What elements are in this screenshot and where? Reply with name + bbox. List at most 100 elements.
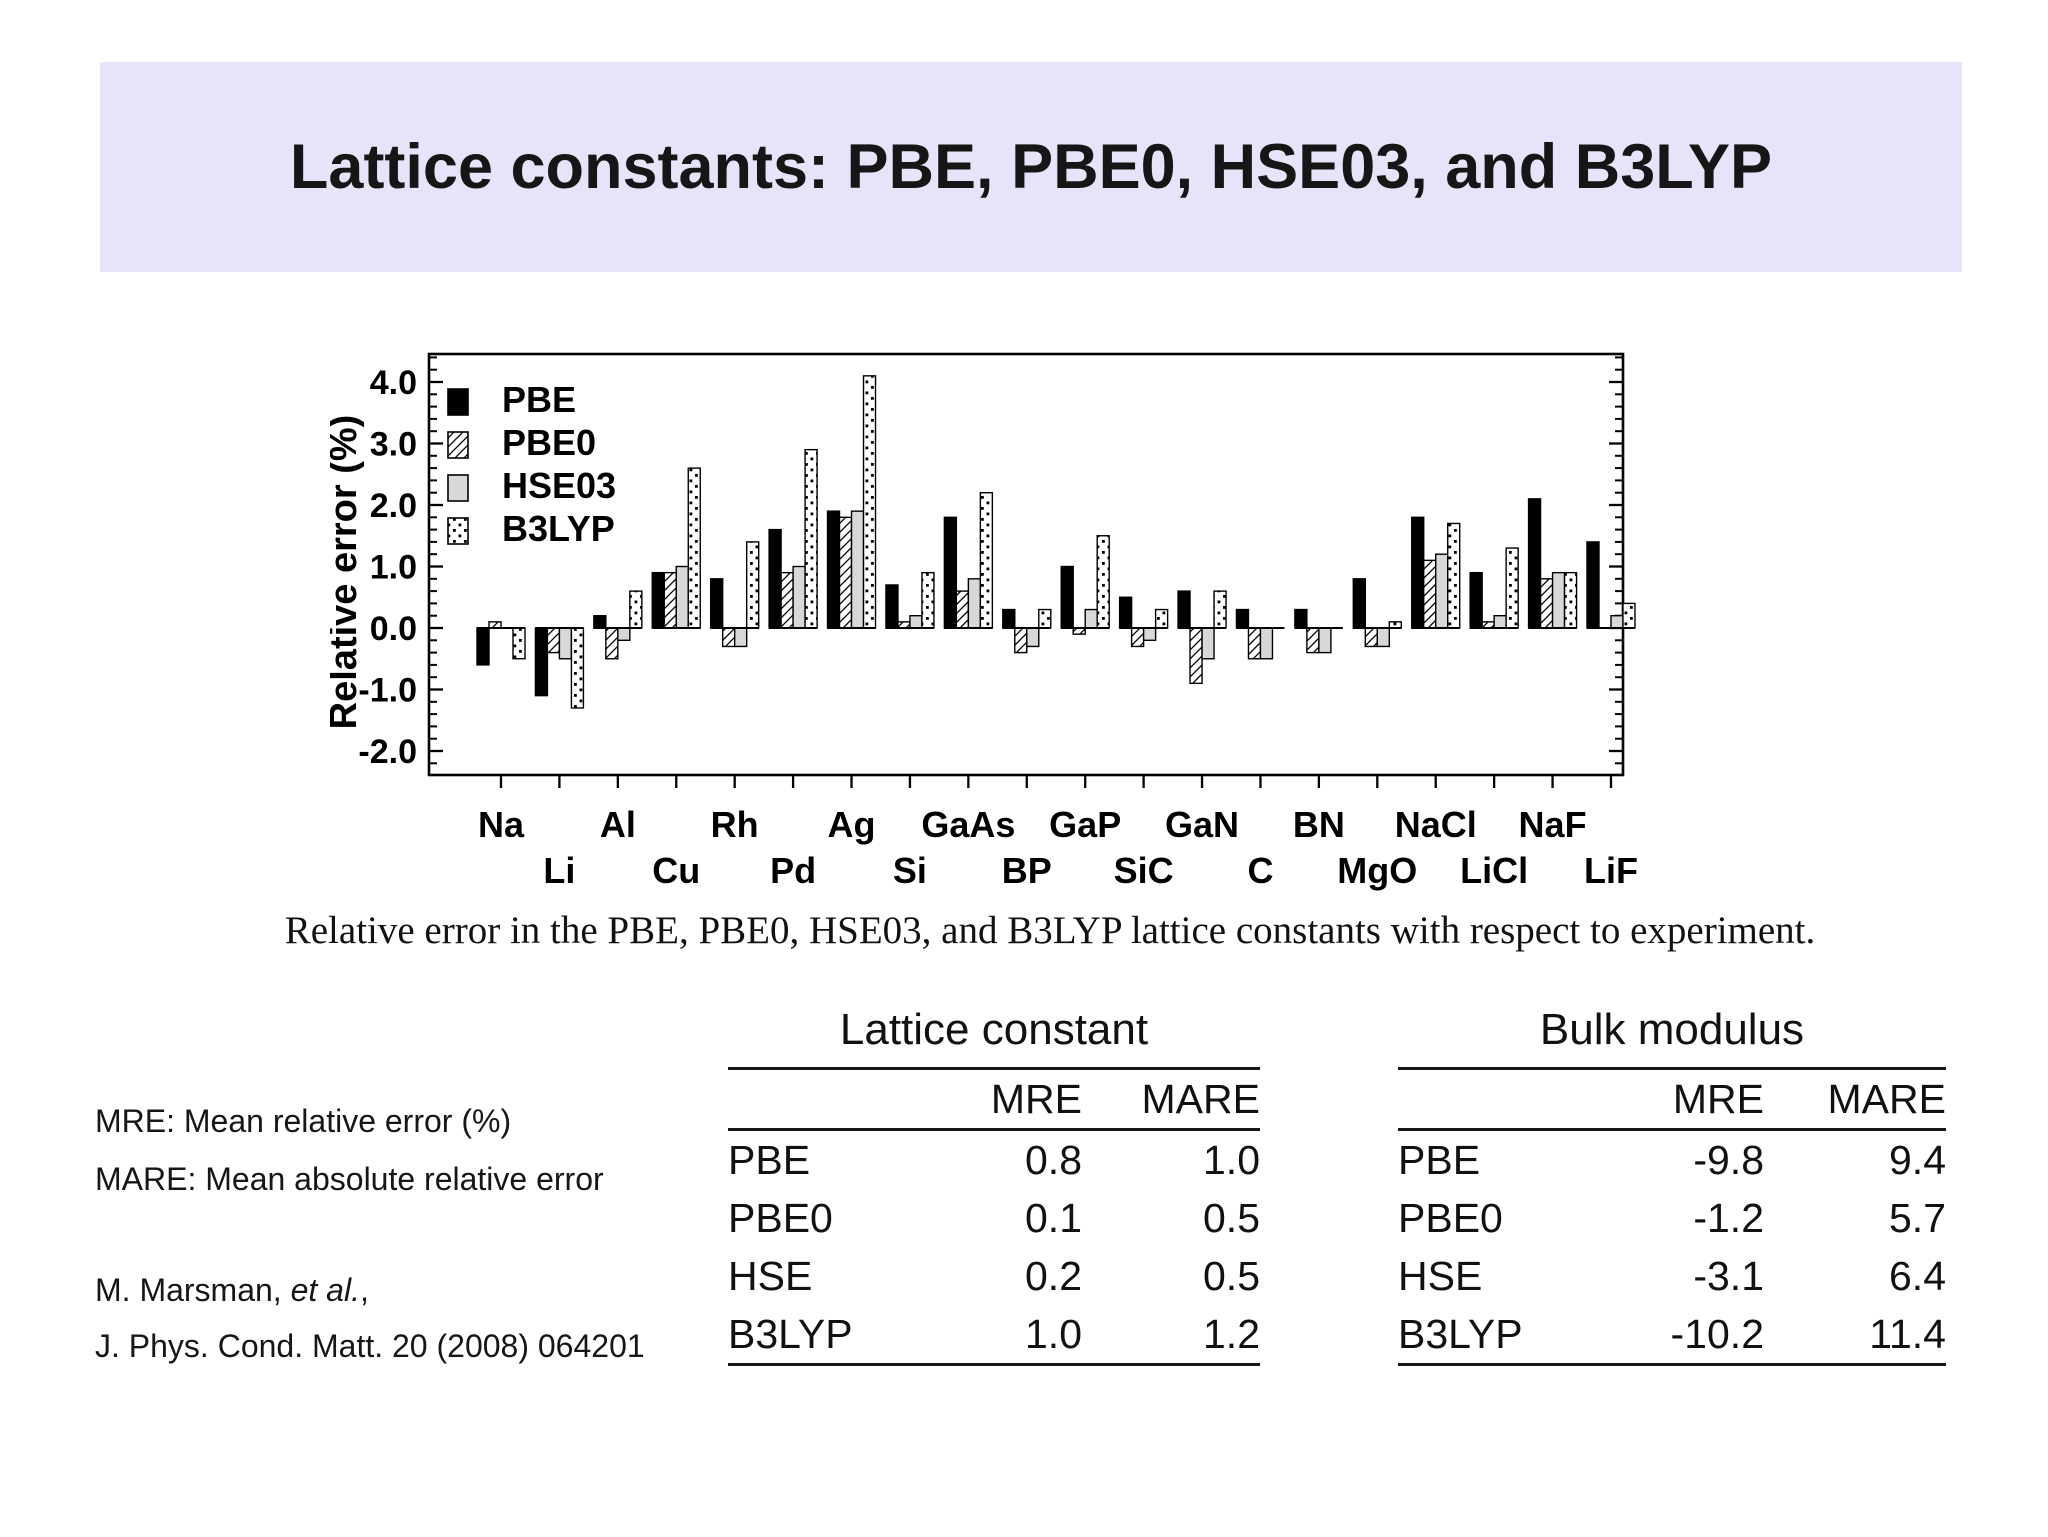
bar-HSE03-BP — [1026, 627, 1040, 648]
column-header-empty — [1398, 1070, 1604, 1131]
x-category-label: GaAs — [921, 804, 1015, 845]
y-tick-label: 3.0 — [370, 426, 417, 464]
x-category-label: Ag — [828, 804, 876, 845]
x-category-label: Cu — [652, 850, 700, 891]
x-category-label: NaF — [1519, 804, 1587, 845]
x-category-label: GaP — [1049, 804, 1121, 845]
table-title: Bulk modulus — [1539, 1005, 1805, 1054]
bar-B3LYP-Al — [629, 590, 643, 629]
bar-B3LYP-Ag — [862, 375, 877, 629]
bar-PBE-Li — [534, 627, 549, 697]
bar-PBE0-Al — [605, 627, 619, 660]
bar-HSE03-Cu — [675, 565, 689, 629]
bar-PBE0-MgO — [1364, 627, 1379, 648]
bar-B3LYP-Rh — [745, 541, 760, 629]
abbreviation-notes: MRE: Mean relative error (%) MARE: Mean … — [95, 1092, 604, 1208]
table-row-label: B3LYP — [728, 1311, 853, 1357]
bar-B3LYP-Li — [570, 627, 585, 709]
slide-title: Lattice constants: PBE, PBE0, HSE03, and… — [289, 132, 1773, 202]
x-category-label: Na — [478, 804, 525, 845]
table-value: 0.5 — [1203, 1253, 1260, 1299]
bulk-modulus-table: Bulk modulus MRE MARE PBE -9.8 9.4 PBE0 -1.2 5.… — [1398, 1005, 1946, 1366]
table-row-label: PBE — [1398, 1137, 1481, 1183]
bar-HSE03-GaP — [1084, 608, 1098, 629]
bar-PBE-LiF — [1586, 541, 1600, 629]
table-grid: MRE MARE PBE -9.8 9.4 PBE0 -1.2 5.7 HSE -3.1 6.4 B3… — [1398, 1067, 1946, 1366]
bar-B3LYP-Cu — [687, 467, 701, 629]
bar-HSE03-NaF — [1551, 571, 1566, 629]
bar-PBE0-NaF — [1539, 578, 1554, 629]
x-category-label: Al — [600, 804, 636, 845]
legend-label-PBE0: PBE0 — [502, 422, 596, 463]
table-grid: MRE MARE PBE 0.8 1.0 PBE0 0.1 0.5 HSE 0.2 0.5 B3LYP… — [728, 1067, 1260, 1366]
bar-HSE03-Li — [558, 627, 573, 660]
table-row-label: B3LYP — [1398, 1311, 1523, 1357]
x-category-label: Rh — [711, 804, 759, 845]
y-tick-label: 0.0 — [370, 610, 417, 648]
bar-PBE-GaN — [1177, 590, 1191, 629]
bar-PBE-C — [1235, 608, 1250, 629]
citation-suffix: , — [359, 1272, 369, 1308]
citation-journal-line: J. Phys. Cond. Matt. 20 (2008) 064201 — [95, 1328, 645, 1364]
bar-PBE0-Rh — [721, 627, 736, 648]
bar-B3LYP-LiCl — [1505, 547, 1519, 629]
bar-PBE-Si — [885, 584, 899, 629]
legend-swatch-B3LYP — [447, 517, 469, 545]
bar-PBE-Al — [593, 615, 607, 629]
title-banner: Lattice constants: PBE, PBE0, HSE03, and… — [100, 62, 1962, 272]
table-value: 0.5 — [1203, 1195, 1260, 1241]
legend-swatch-PBE — [447, 388, 469, 416]
bar-HSE03-GaAs — [967, 578, 982, 629]
x-category-label: Si — [893, 850, 927, 891]
bar-HSE03-GaN — [1201, 627, 1215, 660]
citation-etal: et al. — [290, 1272, 360, 1308]
legend-swatch-HSE03 — [447, 474, 469, 502]
bar-B3LYP-Pd — [804, 448, 818, 629]
y-tick-label: -1.0 — [358, 672, 417, 710]
bar-HSE03-Rh — [733, 627, 748, 648]
bar-PBE-MgO — [1352, 578, 1366, 629]
x-category-label: Pd — [770, 850, 816, 891]
bar-PBE-NaF — [1527, 498, 1542, 629]
bar-PBE-Cu — [651, 571, 665, 629]
column-header: MRE — [1604, 1070, 1764, 1131]
bar-PBE0-Li — [546, 627, 561, 654]
mare-definition: MARE: Mean absolute relative error — [95, 1161, 604, 1197]
x-category-label: NaCl — [1395, 804, 1477, 845]
table-value: 0.2 — [1025, 1253, 1082, 1299]
table-value: -10.2 — [1670, 1311, 1764, 1357]
bar-B3LYP-GaN — [1213, 590, 1227, 629]
bar-B3LYP-GaAs — [979, 491, 994, 629]
bar-PBE-Pd — [768, 528, 782, 629]
table-value: 6.4 — [1889, 1253, 1946, 1299]
column-header-empty — [728, 1070, 932, 1131]
legend-label-HSE03: HSE03 — [502, 465, 616, 506]
legend-swatch-PBE0 — [447, 431, 469, 459]
citation-authors: M. Marsman, — [95, 1272, 291, 1308]
table-row-label: PBE — [728, 1137, 811, 1183]
bar-HSE03-Al — [617, 627, 631, 642]
bar-B3LYP-NaCl — [1447, 522, 1461, 629]
bar-PBE-BP — [1002, 608, 1016, 629]
table-value: 1.0 — [1025, 1311, 1082, 1357]
bar-PBE0-Cu — [663, 571, 677, 629]
legend-label-B3LYP: B3LYP — [502, 508, 615, 549]
table-value: -3.1 — [1693, 1253, 1764, 1299]
bar-B3LYP-SiC — [1154, 608, 1169, 629]
bar-HSE03-LiF — [1610, 615, 1624, 629]
table-row-label: HSE — [728, 1253, 813, 1299]
y-tick-label: 1.0 — [370, 549, 417, 587]
x-category-label: LiCl — [1460, 850, 1528, 891]
bar-HSE03-Si — [909, 615, 923, 629]
x-category-label: BP — [1002, 850, 1052, 891]
bar-PBE-BN — [1294, 608, 1308, 629]
bar-HSE03-NaCl — [1435, 553, 1449, 629]
x-category-label: SiC — [1114, 850, 1174, 891]
x-category-label: BN — [1293, 804, 1345, 845]
column-header: MRE — [932, 1070, 1082, 1131]
column-header: MARE — [1764, 1070, 1946, 1131]
bar-B3LYP-NaF — [1563, 571, 1578, 629]
y-tick-label: -2.0 — [358, 733, 417, 771]
bar-HSE03-SiC — [1142, 627, 1157, 642]
